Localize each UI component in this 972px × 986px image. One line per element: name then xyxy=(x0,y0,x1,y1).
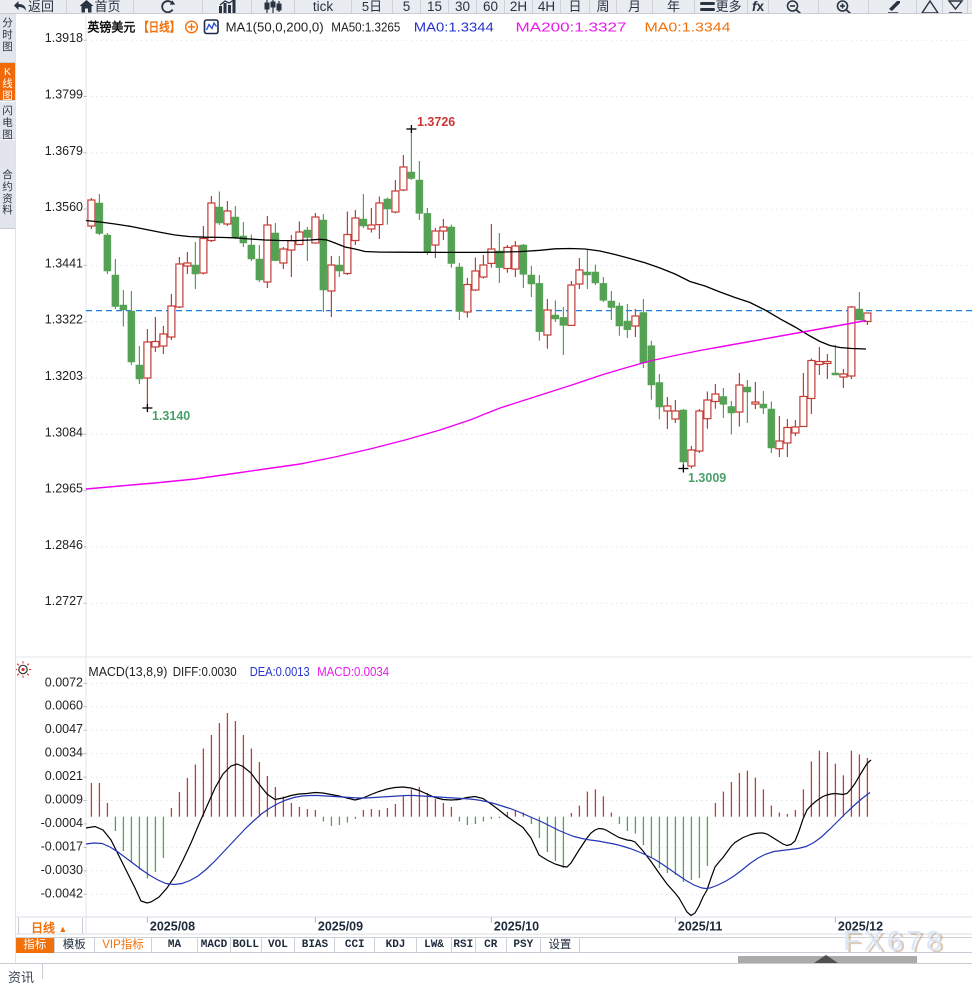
svg-text:1.2846: 1.2846 xyxy=(45,538,83,552)
svg-text:1.3560: 1.3560 xyxy=(45,200,83,214)
svg-text:MACD:0.0034: MACD:0.0034 xyxy=(317,664,389,679)
svg-text:DIFF:0.0030: DIFF:0.0030 xyxy=(173,664,237,679)
svg-text:2025/12: 2025/12 xyxy=(838,920,883,934)
svg-text:1.3726: 1.3726 xyxy=(417,115,455,129)
svg-text:2025/08: 2025/08 xyxy=(150,920,195,934)
svg-text:1.3140: 1.3140 xyxy=(152,409,190,423)
svg-text:1.2965: 1.2965 xyxy=(45,482,83,496)
svg-text:0.0047: 0.0047 xyxy=(45,722,83,736)
svg-text:-0.0004: -0.0004 xyxy=(41,816,83,830)
svg-text:MA1(50,0,200,0): MA1(50,0,200,0) xyxy=(226,20,324,35)
svg-text:1.2727: 1.2727 xyxy=(45,594,83,608)
svg-text:【日线】: 【日线】 xyxy=(138,20,180,35)
svg-text:MA0:1.3344: MA0:1.3344 xyxy=(645,20,731,35)
svg-text:MA0:1.3344: MA0:1.3344 xyxy=(414,20,494,35)
svg-text:MA200:1.3327: MA200:1.3327 xyxy=(516,20,627,35)
svg-text:MACD(13,8,9): MACD(13,8,9) xyxy=(88,664,167,679)
svg-text:1.3799: 1.3799 xyxy=(45,88,83,102)
svg-text:0.0021: 0.0021 xyxy=(45,769,83,783)
svg-text:-0.0042: -0.0042 xyxy=(41,886,83,900)
svg-text:2025/10: 2025/10 xyxy=(494,920,539,934)
svg-text:0.0072: 0.0072 xyxy=(45,675,83,689)
svg-text:0.0009: 0.0009 xyxy=(45,793,83,807)
svg-text:2025/11: 2025/11 xyxy=(678,920,723,934)
svg-text:-0.0030: -0.0030 xyxy=(41,863,83,877)
svg-text:1.3679: 1.3679 xyxy=(45,144,83,158)
svg-text:英镑美元: 英镑美元 xyxy=(87,20,135,35)
svg-text:0.0034: 0.0034 xyxy=(45,746,83,760)
svg-text:MA50:1.3265: MA50:1.3265 xyxy=(331,20,400,35)
svg-text:1.3441: 1.3441 xyxy=(45,256,83,270)
svg-text:1.3203: 1.3203 xyxy=(45,369,83,383)
svg-text:1.3918: 1.3918 xyxy=(45,31,83,45)
svg-text:0.0060: 0.0060 xyxy=(45,699,83,713)
svg-text:1.3084: 1.3084 xyxy=(45,425,83,439)
svg-text:1.3009: 1.3009 xyxy=(688,471,726,485)
svg-text:2025/09: 2025/09 xyxy=(318,920,363,934)
svg-text:1.3322: 1.3322 xyxy=(45,313,83,327)
svg-text:DEA:0.0013: DEA:0.0013 xyxy=(250,664,310,679)
svg-text:-0.0017: -0.0017 xyxy=(41,839,83,853)
